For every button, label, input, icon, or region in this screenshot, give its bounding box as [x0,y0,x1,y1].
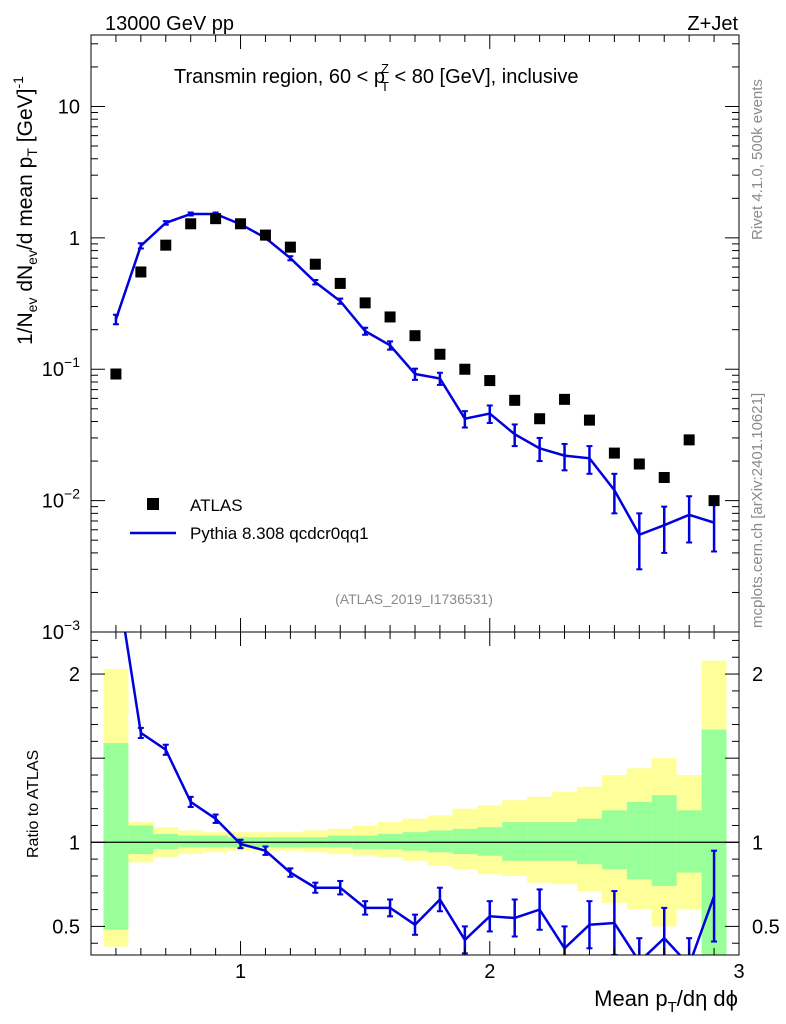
data-point [434,348,446,360]
mcplots-label: mcplots.cern.ch [arXiv:2401.10621] [749,393,766,628]
data-point [459,363,471,375]
data-point [110,368,122,380]
data-point [309,258,321,270]
data-point [708,495,720,507]
ratio-mc-group [123,632,718,955]
band-inner-bin [626,801,652,880]
y-tick-label: 10−2 [42,486,80,513]
header-left: 13000 GeV pp [105,13,234,35]
data-point [484,375,496,387]
band-inner-bin [651,795,677,887]
data-point [210,213,222,225]
plot-title: Transmin region, 60 < pZ T < 80 [GeV], in… [174,61,579,94]
data-point [259,229,271,241]
y-tick-label: 10−1 [42,354,80,381]
data-point [185,218,197,230]
band-inner-bin [527,822,553,861]
band-inner-bin [178,835,204,848]
analysis-id-label: (ATLAS_2019_I1736531) [335,591,493,607]
legend-data-label: ATLAS [190,496,243,515]
legend-data-marker [147,498,159,510]
band-inner-bin [676,810,702,873]
ratio-y-tick-label-right: 2 [752,664,763,686]
band-inner-bin [153,833,179,850]
data-point [608,447,620,459]
data-point [509,394,521,406]
ratio-y-tick-label-right: 0.5 [752,916,780,938]
x-tick-label: 1 [235,961,246,983]
band-inner-bin [402,832,428,851]
band-inner-bin [377,833,403,850]
x-tick-label: 2 [484,961,495,983]
ratio-y-tick-label: 1 [69,832,80,854]
data-point [559,393,571,405]
band-inner-bin [601,810,627,870]
data-point [384,311,396,323]
legend-mc-label: Pythia 8.308 qcdcr0qq1 [190,524,369,543]
band-inner-bin [502,822,528,861]
data-point [583,414,595,426]
data-point [658,471,670,483]
data-point [235,218,247,230]
data-point [683,434,695,446]
ratio-y-tick-label: 2 [69,664,80,686]
data-point [409,330,421,342]
y-tick-label: 1 [69,228,80,250]
ratio-y-axis-label: Ratio to ATLAS [25,750,42,858]
data-point [334,277,346,289]
data-point [534,413,546,425]
y-tick-label: 10−3 [42,617,80,644]
band-inner-bin [327,835,353,848]
ratio-y-tick-label: 0.5 [52,916,80,938]
y-axis-label: 1/Nev dNev/d mean pT [GeV]-1 [10,76,40,345]
legend: ATLAS Pythia 8.308 qcdcr0qq1 [130,496,369,543]
ratio-y-tick-label-right: 1 [752,832,763,854]
data-point [359,297,371,309]
main-plot-area [110,211,720,571]
band-inner-bin [477,827,503,856]
ratio-plot-area [91,632,739,955]
x-axis-label: Mean pT/dη dϕ [594,986,738,1016]
y-tick-label: 10 [58,96,80,118]
band-inner-bin [427,830,453,853]
band-inner-bin [552,822,577,861]
band-inner-bin [103,743,129,930]
x-tick-label: 3 [733,961,744,983]
band-inner-bin [203,835,229,848]
rivet-label: Rivet 4.1.0, 500k events [749,79,766,240]
header-right: Z+Jet [687,13,738,35]
band-inner-bin [452,828,478,855]
band-inner-bin [577,818,602,865]
data-point [633,458,645,470]
data-point [135,266,147,278]
data-point [284,241,296,253]
axes-ticks: 1 2 3 10 1 10−1 10−2 10−3 2 2 1 1 0.5 0.5 [42,35,780,983]
band-inner-bin [128,825,154,855]
data-point [160,239,172,251]
